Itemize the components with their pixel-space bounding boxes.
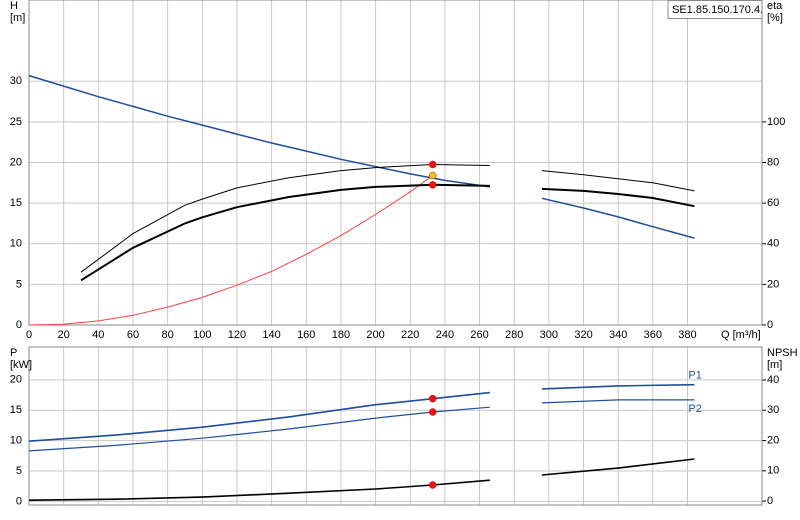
y2-axis-label: NPSH — [767, 347, 798, 359]
y-tick-label: 10 — [10, 238, 22, 250]
x-tick-label: 0 — [26, 329, 32, 341]
x-tick-label: 160 — [297, 329, 315, 341]
y2-tick-label: 40 — [767, 238, 779, 250]
y-tick-label: 20 — [10, 156, 22, 168]
x-axis-label: Q [m³/h] — [721, 329, 761, 341]
y2-tick-label: 100 — [767, 116, 785, 128]
y-axis-unit: [kW] — [10, 359, 32, 371]
x-tick-label: 200 — [366, 329, 384, 341]
operating-point — [429, 160, 437, 169]
x-tick-label: 340 — [609, 329, 627, 341]
x-tick-label: 280 — [505, 329, 523, 341]
y2-tick-label: 20 — [767, 434, 779, 446]
y-tick-label: 25 — [10, 116, 22, 128]
operating-point — [429, 171, 437, 180]
x-tick-label: 220 — [401, 329, 419, 341]
y2-axis-unit: [m] — [767, 359, 782, 371]
x-tick-label: 120 — [228, 329, 246, 341]
y-tick-label: 10 — [10, 434, 22, 446]
y-axis-label: H — [10, 0, 18, 12]
y-tick-label: 0 — [16, 319, 22, 331]
x-tick-label: 80 — [162, 329, 174, 341]
curve-label: P1 — [688, 370, 701, 382]
y2-axis-unit: [%] — [767, 12, 783, 24]
y2-tick-label: 0 — [767, 495, 773, 507]
x-tick-label: 240 — [436, 329, 454, 341]
curve — [28, 399, 695, 452]
curve — [28, 383, 695, 442]
operating-point — [429, 481, 437, 489]
curve — [28, 458, 695, 501]
curve — [28, 74, 695, 239]
x-tick-label: 320 — [574, 329, 592, 341]
curve — [80, 183, 695, 282]
x-tick-label: 40 — [92, 329, 104, 341]
y2-tick-label: 80 — [767, 156, 779, 168]
y-tick-label: 30 — [10, 75, 22, 87]
x-tick-label: 380 — [678, 329, 696, 341]
y2-axis-label: eta — [767, 0, 783, 12]
plot-frame — [28, 346, 763, 506]
y-tick-label: 5 — [16, 278, 22, 290]
y2-tick-label: 10 — [767, 465, 779, 477]
y-axis-unit: [m] — [10, 12, 25, 24]
curve — [80, 163, 695, 273]
y-tick-label: 15 — [10, 197, 22, 209]
y2-tick-label: 20 — [767, 278, 779, 290]
operating-point — [429, 408, 437, 416]
y-tick-label: 15 — [10, 404, 22, 416]
x-tick-label: 100 — [193, 329, 211, 341]
y2-tick-label: 60 — [767, 197, 779, 209]
y-tick-label: 20 — [10, 374, 22, 386]
operating-point — [429, 181, 437, 189]
plot-frame — [28, 0, 763, 326]
curve-label: P2 — [688, 403, 701, 415]
x-tick-label: 140 — [262, 329, 280, 341]
x-tick-label: 300 — [540, 329, 558, 341]
y-tick-label: 0 — [16, 495, 22, 507]
x-tick-label: 180 — [332, 329, 350, 341]
x-tick-label: 60 — [127, 329, 139, 341]
y-axis-label: P — [10, 347, 17, 359]
y2-tick-label: 40 — [767, 374, 779, 386]
id-text: SE1.85.150.170.4. — [672, 4, 763, 16]
x-tick-label: 360 — [644, 329, 662, 341]
x-tick-label: 260 — [470, 329, 488, 341]
x-tick-label: 20 — [58, 329, 70, 341]
operating-point — [429, 394, 437, 403]
y2-tick-label: 0 — [767, 319, 773, 331]
id-box — [667, 0, 763, 19]
y2-tick-label: 30 — [767, 404, 779, 416]
y-tick-label: 5 — [16, 465, 22, 477]
x-label-bg — [718, 328, 762, 342]
curve — [28, 175, 434, 326]
